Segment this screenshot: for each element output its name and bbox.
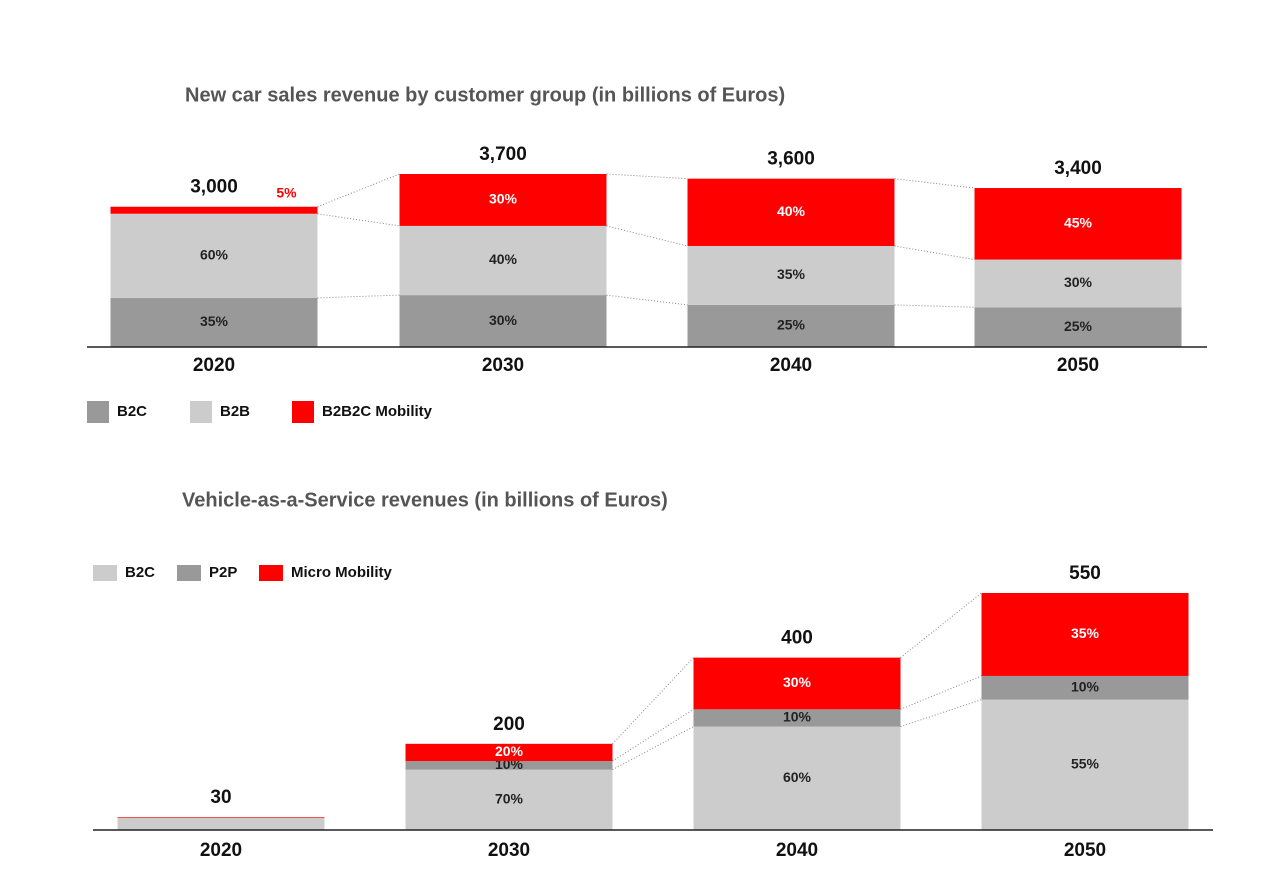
- connector-line: [606, 225, 688, 247]
- bar-segment: [117, 817, 325, 830]
- connector-line: [900, 699, 982, 728]
- value-label: 35%: [1071, 625, 1100, 641]
- x-tick-label: 2040: [776, 840, 818, 861]
- value-label: 70%: [495, 791, 524, 807]
- bar-segment: [974, 259, 1182, 308]
- bar-segment: [399, 295, 607, 347]
- chart-title: New car sales revenue by customer group …: [185, 84, 785, 106]
- value-label: 25%: [1064, 318, 1093, 334]
- connector-line: [894, 178, 975, 189]
- value-label: 25%: [777, 317, 806, 333]
- bar-segment: [110, 213, 318, 298]
- connector-line: [606, 294, 688, 306]
- connector-line: [606, 173, 688, 180]
- bar-segment: [687, 246, 895, 305]
- value-label: 30%: [1064, 274, 1093, 290]
- connector-line: [894, 245, 975, 261]
- bar-segment: [693, 657, 901, 710]
- legend-swatch: [190, 401, 212, 423]
- value-label: 60%: [783, 769, 812, 785]
- legend-label: B2B2C Mobility: [322, 403, 433, 420]
- value-label: 10%: [783, 709, 812, 725]
- bar-segment: [981, 699, 1189, 830]
- bar-segment: [687, 304, 895, 347]
- bar-segment: [110, 206, 318, 214]
- value-label: 40%: [777, 203, 806, 219]
- total-label: 550: [1069, 563, 1101, 584]
- legend-label: B2B: [220, 403, 250, 420]
- total-label: 30: [210, 787, 231, 808]
- x-tick-label: 2020: [200, 840, 242, 861]
- value-label: 30%: [783, 674, 812, 690]
- legend-swatch: [177, 565, 201, 581]
- legend-label: B2C: [125, 564, 155, 581]
- chart-title: Vehicle-as-a-Service revenues (in billio…: [182, 489, 668, 511]
- value-label: 35%: [777, 266, 806, 282]
- connector-line: [900, 592, 982, 659]
- total-label: 3,600: [767, 149, 815, 170]
- bar-segment: [693, 726, 901, 830]
- connector-line: [612, 657, 694, 745]
- value-label: 60%: [200, 247, 229, 263]
- bar-segment: [974, 188, 1182, 260]
- legend-swatch: [259, 565, 283, 581]
- bar-segment: [399, 225, 607, 296]
- legend-swatch: [87, 401, 109, 423]
- value-label: 30%: [489, 312, 518, 328]
- legend-label: B2C: [117, 403, 147, 420]
- connector-line: [612, 726, 694, 771]
- connector-line: [612, 708, 694, 762]
- x-tick-label: 2040: [770, 355, 812, 376]
- total-label: 200: [493, 714, 525, 735]
- x-tick-label: 2020: [193, 355, 235, 376]
- bar-segment: [405, 761, 613, 770]
- value-label: 40%: [489, 251, 518, 267]
- value-label: 55%: [1071, 756, 1100, 772]
- x-tick-label: 2030: [488, 840, 530, 861]
- bar-segment: [405, 769, 613, 830]
- legend-swatch: [93, 565, 117, 581]
- bar-segment: [399, 174, 607, 226]
- total-label: 3,700: [479, 144, 527, 165]
- connector-line: [894, 304, 975, 308]
- value-label: 30%: [489, 191, 518, 207]
- x-tick-label: 2050: [1064, 840, 1106, 861]
- value-label: 20%: [495, 743, 524, 759]
- total-label: 400: [781, 628, 813, 649]
- legend-label: Micro Mobility: [291, 564, 392, 581]
- connector-line: [317, 213, 400, 227]
- bar-segment: [981, 593, 1189, 676]
- value-label: 45%: [1064, 214, 1093, 230]
- value-label: 35%: [200, 313, 229, 329]
- legend-label: P2P: [209, 564, 237, 581]
- bar-segment: [110, 297, 318, 347]
- bar-segment: [981, 675, 1189, 700]
- value-label: 5%: [276, 184, 297, 200]
- legend-swatch: [292, 401, 314, 423]
- total-label: 3,400: [1054, 158, 1102, 179]
- connector-line: [900, 675, 982, 710]
- connector-line: [317, 294, 400, 299]
- connector-line: [317, 173, 400, 208]
- bar-segment: [974, 307, 1182, 347]
- x-tick-label: 2050: [1057, 355, 1099, 376]
- bar-segment: [117, 817, 325, 818]
- bar-segment: [405, 743, 613, 762]
- x-tick-label: 2030: [482, 355, 524, 376]
- bar-segment: [687, 178, 895, 247]
- total-label: 3,000: [190, 177, 238, 198]
- bar-segment: [693, 709, 901, 727]
- value-label: 10%: [1071, 679, 1100, 695]
